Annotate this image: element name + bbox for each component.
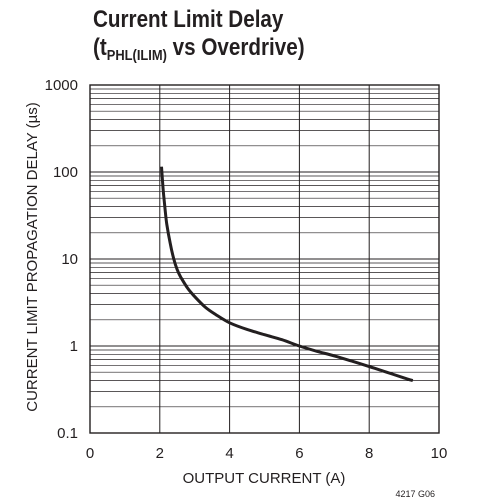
x-tick-label: 10 [431,445,448,462]
chart-title-line1: Current Limit Delay [93,6,284,33]
title-subscript: PHL(ILIM) [106,47,167,64]
x-tick-label: 6 [295,445,303,462]
x-axis-label: OUTPUT CURRENT (A) [183,470,346,487]
y-axis-label: CURRENT LIMIT PROPAGATION DELAY (µs) [24,102,41,412]
y-tick-label: 0.1 [57,425,78,442]
y-tick-label: 10 [61,251,78,268]
figure-id: 4217 G06 [395,489,435,499]
minor-grid [90,88,439,408]
y-tick-label: 1 [70,338,78,355]
plot-frame [89,84,440,434]
x-tick-label: 2 [156,445,164,462]
x-tick-labels: 0 2 4 6 8 10 [86,445,448,462]
y-tick-label: 100 [53,164,78,181]
x-tick-label: 0 [86,445,94,462]
chart-title: Current Limit Delay (tPHL(ILIM) vs Overd… [93,6,305,70]
x-tick-label: 4 [225,445,233,462]
title-prefix: (t [93,34,107,61]
series-line [160,166,414,383]
x-tick-label: 8 [365,445,373,462]
y-tick-labels: 0.1 1 10 100 1000 [45,77,78,442]
title-suffix: vs Overdrive) [166,34,305,61]
chart-title-line2: (tPHL(ILIM) vs Overdrive) [93,34,305,70]
y-tick-label: 1000 [45,77,78,94]
